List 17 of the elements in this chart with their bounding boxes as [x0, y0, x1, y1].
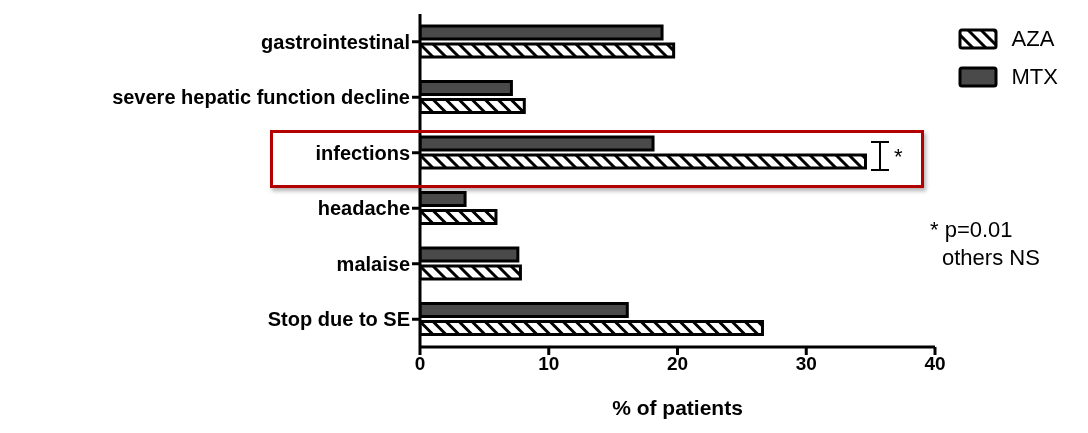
x-tick-label: 20: [666, 353, 689, 375]
text: others NS: [941, 244, 1040, 272]
x-tick-label: 0: [414, 353, 426, 375]
y-tick-label: malaise: [336, 252, 410, 275]
y-tick-label: infections: [315, 141, 410, 164]
x-axis-title: % of patients: [612, 396, 743, 419]
y-tick-label: headache: [317, 197, 410, 220]
x-tick-label: 10: [538, 353, 560, 375]
annotation: *: [894, 144, 903, 170]
x-tick-label: 30: [795, 353, 817, 375]
y-tick-label: severe hepatic function decline: [112, 86, 410, 109]
legend-label: MTX: [1011, 63, 1058, 91]
annotation: * p=0.01: [930, 216, 1014, 244]
y-tick-label: Stop due to SE: [267, 308, 410, 331]
y-tick-label: gastrointestinal: [261, 30, 410, 53]
legend-label: AZA: [1011, 25, 1055, 53]
x-tick-label: 40: [924, 353, 946, 375]
